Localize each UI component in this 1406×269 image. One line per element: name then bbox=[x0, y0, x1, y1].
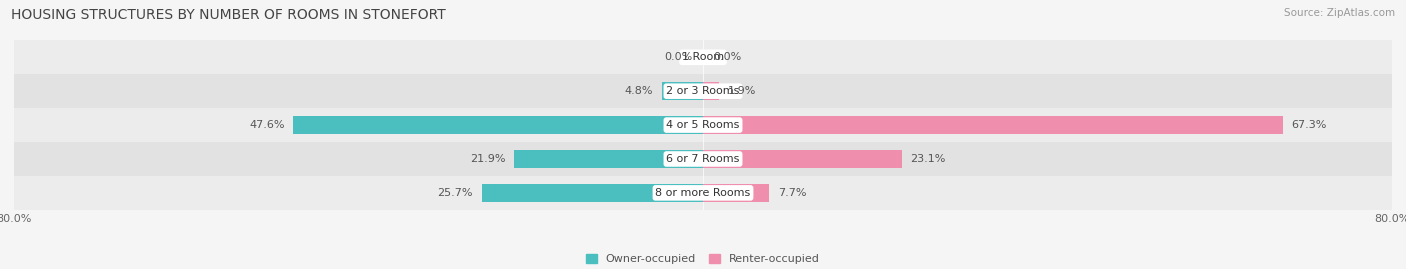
Text: HOUSING STRUCTURES BY NUMBER OF ROOMS IN STONEFORT: HOUSING STRUCTURES BY NUMBER OF ROOMS IN… bbox=[11, 8, 446, 22]
Text: 1 Room: 1 Room bbox=[682, 52, 724, 62]
Text: 1.9%: 1.9% bbox=[728, 86, 756, 96]
Text: 0.0%: 0.0% bbox=[713, 52, 741, 62]
Bar bbox=[292, 116, 703, 134]
Text: 7.7%: 7.7% bbox=[778, 188, 807, 198]
Bar bbox=[703, 150, 901, 168]
Text: 47.6%: 47.6% bbox=[249, 120, 284, 130]
Text: 4 or 5 Rooms: 4 or 5 Rooms bbox=[666, 120, 740, 130]
Bar bbox=[14, 176, 1392, 210]
Text: 2 or 3 Rooms: 2 or 3 Rooms bbox=[666, 86, 740, 96]
Bar bbox=[14, 74, 1392, 108]
Text: 23.1%: 23.1% bbox=[911, 154, 946, 164]
Text: 8 or more Rooms: 8 or more Rooms bbox=[655, 188, 751, 198]
Bar bbox=[703, 82, 720, 100]
Bar bbox=[14, 108, 1392, 142]
Text: 67.3%: 67.3% bbox=[1291, 120, 1326, 130]
Bar bbox=[703, 184, 769, 202]
Bar bbox=[662, 82, 703, 100]
Bar bbox=[482, 184, 703, 202]
Bar bbox=[14, 40, 1392, 74]
Text: 4.8%: 4.8% bbox=[624, 86, 652, 96]
Text: 6 or 7 Rooms: 6 or 7 Rooms bbox=[666, 154, 740, 164]
Text: Source: ZipAtlas.com: Source: ZipAtlas.com bbox=[1284, 8, 1395, 18]
Bar bbox=[14, 142, 1392, 176]
Text: 21.9%: 21.9% bbox=[470, 154, 506, 164]
Bar bbox=[703, 116, 1282, 134]
Text: 0.0%: 0.0% bbox=[665, 52, 693, 62]
Bar bbox=[515, 150, 703, 168]
Legend: Owner-occupied, Renter-occupied: Owner-occupied, Renter-occupied bbox=[581, 250, 825, 269]
Text: 25.7%: 25.7% bbox=[437, 188, 472, 198]
